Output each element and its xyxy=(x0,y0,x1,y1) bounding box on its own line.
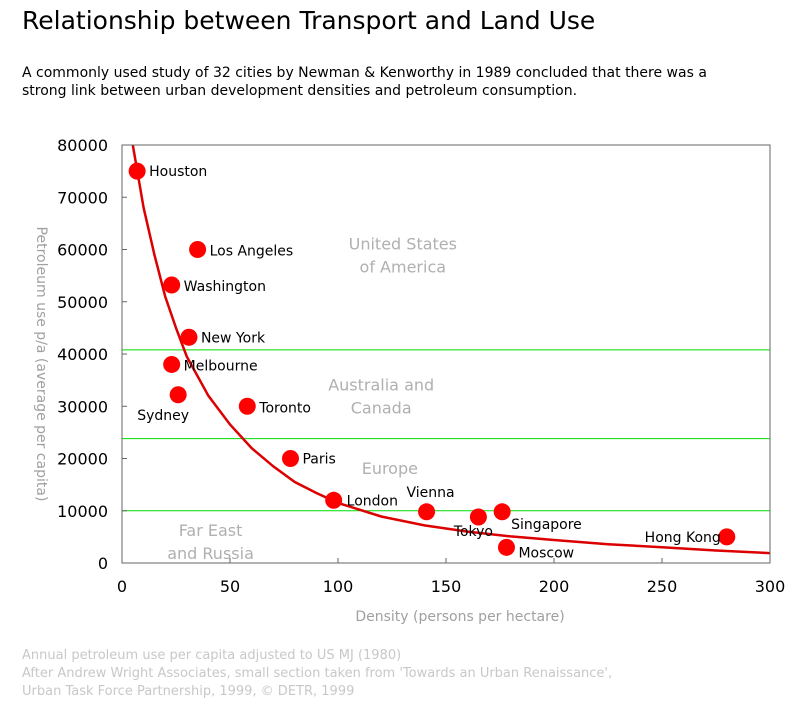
x-tick-label: 0 xyxy=(117,577,127,596)
y-tick-label: 0 xyxy=(98,554,108,573)
data-point xyxy=(163,355,181,373)
data-point-label: Singapore xyxy=(511,517,582,533)
y-tick-label: 10000 xyxy=(57,502,108,521)
point-labels: Houston Los Angeles Washington New York Melb… xyxy=(137,164,721,561)
data-points xyxy=(128,162,736,556)
data-point-label: Hong Kong xyxy=(645,530,721,546)
data-point xyxy=(169,386,187,404)
data-point-label: Melbourne xyxy=(184,358,258,374)
x-tick-label: 250 xyxy=(647,577,678,596)
data-point xyxy=(128,162,146,180)
region-label: Far East and Russia xyxy=(167,521,254,563)
data-point-label: Tokyo xyxy=(453,524,493,540)
x-tick-label: 100 xyxy=(323,577,354,596)
data-point-label: Toronto xyxy=(258,400,311,416)
data-point-label: Paris xyxy=(302,452,335,468)
data-point xyxy=(497,538,515,556)
data-point xyxy=(469,508,487,526)
data-point xyxy=(189,241,207,258)
y-tick-label: 30000 xyxy=(57,397,108,416)
x-tick-label: 50 xyxy=(220,577,240,596)
y-tick-label: 80000 xyxy=(57,136,108,155)
data-point xyxy=(493,503,511,521)
credit-line: Urban Task Force Partnership, 1999, © DE… xyxy=(22,684,355,699)
region-label: Europe xyxy=(362,459,418,478)
region-band-lines xyxy=(122,349,770,512)
y-tick-label: 20000 xyxy=(57,450,108,469)
data-point-label: Houston xyxy=(149,164,207,180)
data-point-label: London xyxy=(347,493,398,509)
data-point xyxy=(180,328,198,346)
data-point-label: Vienna xyxy=(407,485,455,501)
trend-curve-layer xyxy=(131,145,770,555)
data-point-label: Moscow xyxy=(518,545,574,561)
x-tick-label: 200 xyxy=(539,577,570,596)
y-tick-label: 70000 xyxy=(57,188,108,207)
region-label: United States of America xyxy=(349,235,457,277)
data-point xyxy=(418,503,436,521)
chart-subtitle: A commonly used study of 32 cities by Ne… xyxy=(22,65,707,99)
y-axis-label: Petroleum use p/a (average per capita) xyxy=(33,227,49,502)
y-tick-label: 40000 xyxy=(57,345,108,364)
credit-line: After Andrew Wright Associates, small se… xyxy=(22,666,613,681)
y-tick-label: 50000 xyxy=(57,293,108,312)
credit-line: Annual petroleum use per capita adjusted… xyxy=(22,648,402,663)
data-point-label: Sydney xyxy=(137,408,189,424)
data-point-label: New York xyxy=(201,330,266,346)
trend-curve xyxy=(131,145,770,555)
data-point xyxy=(325,491,343,509)
axes: 0 50 100 150 200 250 300 0 10000 20000 30000 40000 5… xyxy=(57,136,785,596)
chart-title: Relationship between Transport and Land … xyxy=(22,6,596,35)
data-point xyxy=(238,397,256,415)
data-point xyxy=(281,450,299,467)
x-axis-label: Density (persons per hectare) xyxy=(355,609,564,625)
x-tick-label: 300 xyxy=(755,577,786,596)
data-point xyxy=(718,528,736,546)
credits: Annual petroleum use per capita adjusted… xyxy=(22,647,612,701)
region-label: Australia and Canada xyxy=(328,376,434,418)
data-point-label: Washington xyxy=(184,279,266,295)
data-point-label: Los Angeles xyxy=(210,244,294,260)
y-tick-label: 60000 xyxy=(57,241,108,260)
region-labels: United States of America Australia and Cana… xyxy=(167,235,457,563)
x-tick-label: 150 xyxy=(431,577,462,596)
data-point xyxy=(163,276,181,294)
